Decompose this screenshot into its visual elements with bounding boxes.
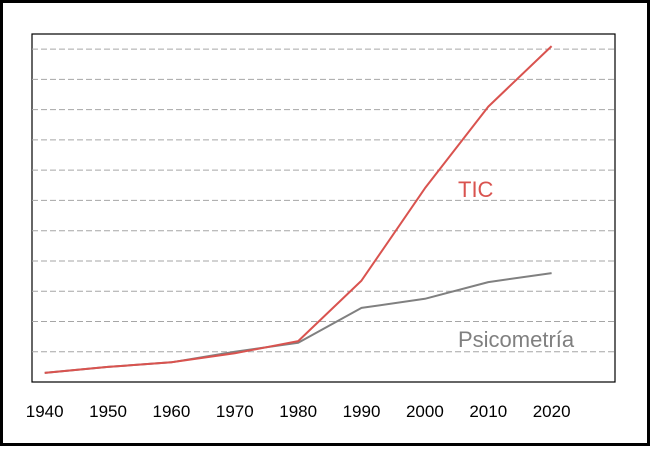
x-tick-label: 2020	[533, 402, 571, 421]
x-tick-label: 1970	[216, 402, 254, 421]
series-lines	[44, 45, 553, 374]
x-tick-label: 1990	[343, 402, 381, 421]
x-tick-label: 1950	[89, 402, 127, 421]
series-line-tic	[44, 45, 553, 374]
x-tick-label: 2000	[406, 402, 444, 421]
line-chart: 1940 1950 1960 1970 1980 1990 2000 2010 2020 TIC…	[26, 33, 616, 421]
x-tick-label: 1940	[26, 402, 64, 421]
plot-area	[31, 33, 616, 383]
gridlines	[32, 48, 615, 353]
x-tick-label: 1980	[279, 402, 317, 421]
series-label-tic: TIC	[458, 177, 494, 202]
x-tick-label: 2010	[469, 402, 507, 421]
series-label-psicometria: Psicometría	[458, 327, 575, 352]
x-tick-label: 1960	[152, 402, 190, 421]
x-axis-ticks: 1940 1950 1960 1970 1980 1990 2000 2010 2020	[26, 402, 571, 421]
